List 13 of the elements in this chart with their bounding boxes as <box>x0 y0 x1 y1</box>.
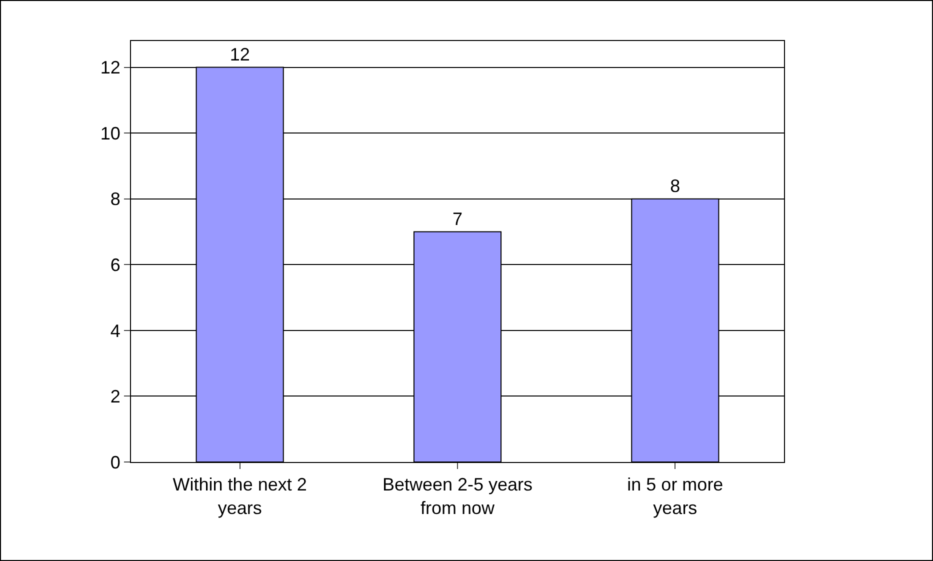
y-tick-label: 6 <box>110 254 120 275</box>
x-tick-label: Between 2-5 years from now <box>382 474 533 518</box>
data-label: 8 <box>670 176 680 196</box>
y-tick-label: 2 <box>110 386 120 407</box>
data-label: 12 <box>230 44 250 64</box>
x-tick-label: in 5 or more years <box>627 474 724 518</box>
x-tick-label: Within the next 2 years <box>172 474 307 518</box>
y-tick-label: 4 <box>110 320 120 341</box>
data-label: 7 <box>452 208 463 229</box>
y-tick-label: 8 <box>110 189 120 210</box>
y-tick-label: 10 <box>100 123 120 144</box>
y-tick-label: 0 <box>110 452 120 472</box>
y-tick-label: 12 <box>100 58 120 78</box>
